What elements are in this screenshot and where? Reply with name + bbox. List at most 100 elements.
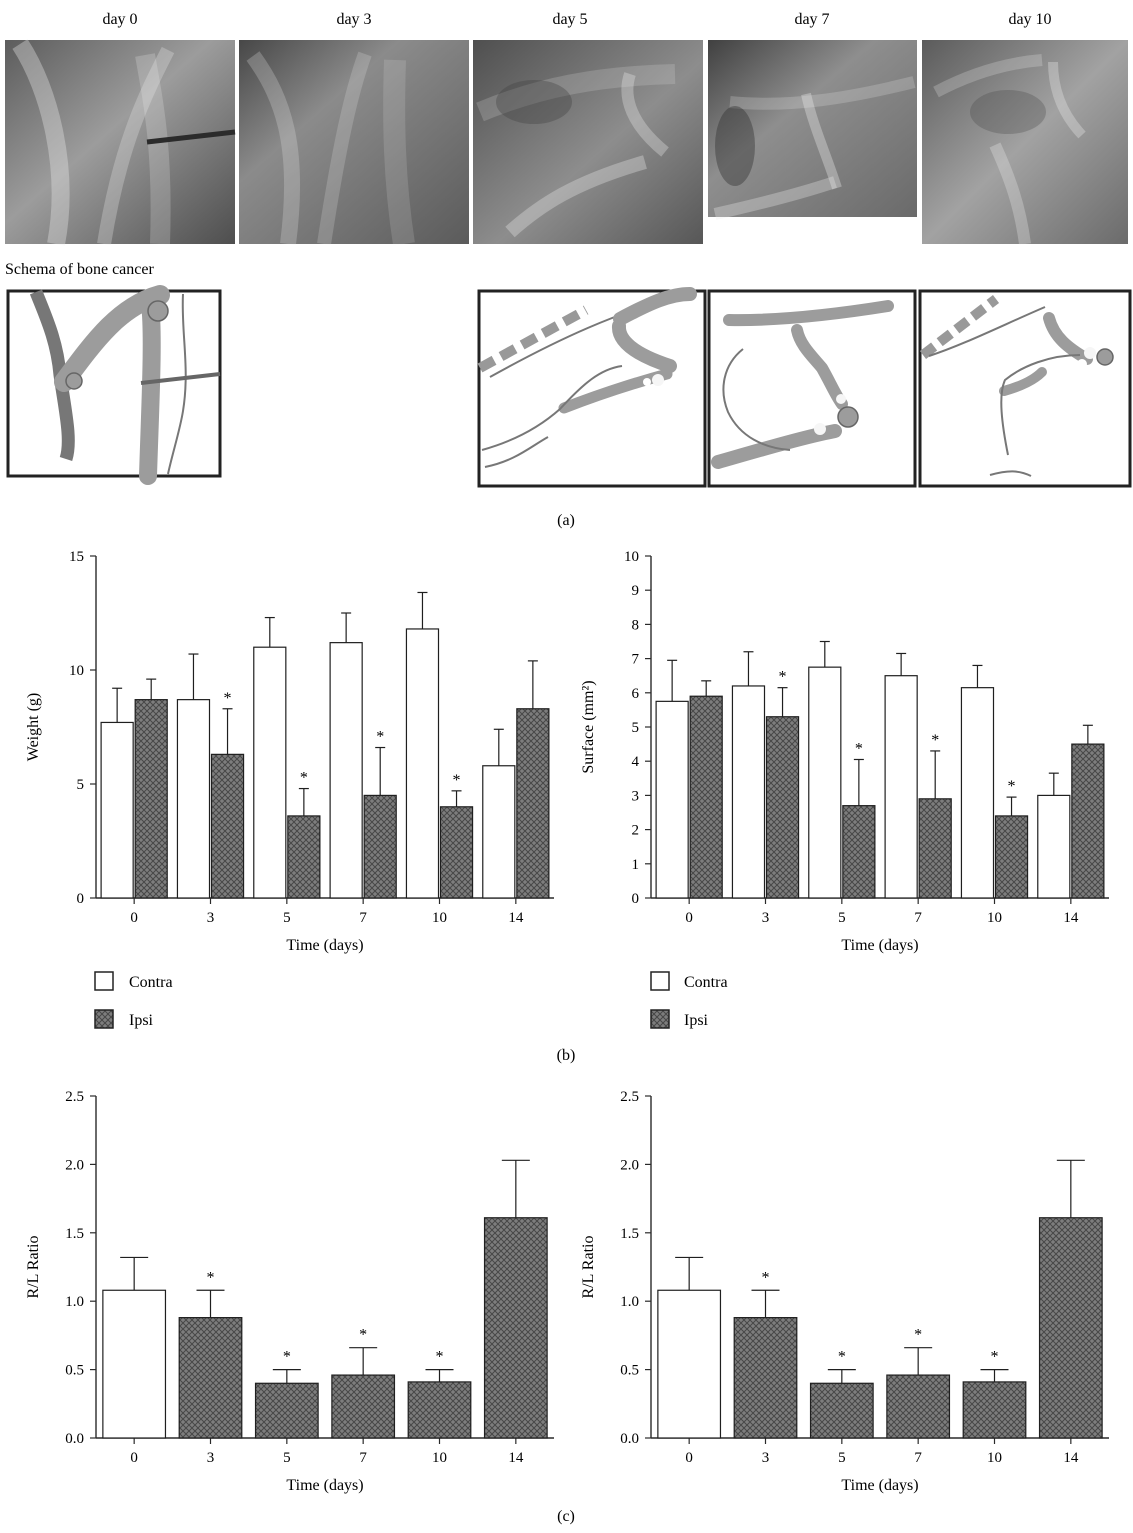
y-tick-label-3-4: 2.0 xyxy=(620,1157,639,1173)
ratio-significance-3-2: * xyxy=(838,1349,846,1366)
bar-0-0-4 xyxy=(405,628,440,899)
y-tick-label-2-2: 1.0 xyxy=(65,1294,84,1310)
ratio-bar-3-5 xyxy=(1038,1217,1103,1439)
ratio-bar-2-3 xyxy=(331,1374,396,1439)
x-tick-label-2-3: 7 xyxy=(359,1450,367,1466)
xray-image-day-7 xyxy=(708,40,917,220)
schema-drawing-day-0 xyxy=(6,285,222,485)
ratio-bar-3-0 xyxy=(657,1289,722,1439)
significance-1-1-1: * xyxy=(779,669,787,686)
bar-1-1-1 xyxy=(765,716,800,899)
y-tick-label-0-0: 0 xyxy=(77,891,85,907)
x-tick-label-2-1: 3 xyxy=(207,1450,215,1466)
surface-chart: 0 1 2 3 4 5 6 7 8 9 10 0 3 * 5 * 7 * 10 * 14 Time (days) Surfa… xyxy=(580,549,1109,954)
bar-1-0-4 xyxy=(960,687,995,899)
y-tick-label-0-2: 10 xyxy=(69,663,84,679)
bar-1-1-5 xyxy=(1071,743,1105,899)
bar-1-0-5 xyxy=(1037,794,1071,899)
x-tick-label-1-5: 14 xyxy=(1063,910,1079,926)
ratio-chart-left: 0.0 0.5 1.0 1.5 2.0 2.5 0 3 * 5 * 7 * 10 * 14 Time (days… xyxy=(25,1089,554,1494)
x-tick-label-1-0: 0 xyxy=(685,910,693,926)
x-tick-label-3-3: 7 xyxy=(914,1450,922,1466)
xray-image-day-0 xyxy=(5,39,236,246)
y-tick-label-2-3: 1.5 xyxy=(65,1226,84,1242)
ratio-bar-3-1 xyxy=(733,1317,798,1439)
y-axis-label-2: R/L Ratio xyxy=(25,1236,42,1299)
xray-image-day-10 xyxy=(922,40,1128,245)
ratio-bar-3-2 xyxy=(809,1382,874,1439)
panel-b-caption: (b) xyxy=(557,1047,576,1064)
x-tick-label-3-0: 0 xyxy=(685,1450,693,1466)
y-tick-label-3-5: 2.5 xyxy=(620,1089,639,1105)
bar-0-0-2 xyxy=(253,646,287,899)
bar-1-1-2 xyxy=(842,805,876,899)
day-label-5: day 5 xyxy=(552,11,587,28)
y-tick-label-1-9: 9 xyxy=(632,583,640,599)
x-axis-label-1: Time (days) xyxy=(841,937,918,954)
bar-0-1-4 xyxy=(439,806,474,899)
y-tick-label-2-4: 2.0 xyxy=(65,1157,84,1173)
legend-contra-label-right: Contra xyxy=(684,974,728,991)
day-label-3: day 3 xyxy=(336,11,371,28)
x-tick-label-3-5: 14 xyxy=(1063,1450,1079,1466)
day-label-10: day 10 xyxy=(1008,11,1051,28)
x-tick-label-0-4: 10 xyxy=(432,910,447,926)
legend-weight-chart: Contra Ipsi xyxy=(94,971,173,1029)
ratio-significance-3-1: * xyxy=(762,1269,770,1286)
ratio-significance-3-3: * xyxy=(914,1327,922,1344)
significance-0-1-4: * xyxy=(453,772,461,789)
day-label-0: day 0 xyxy=(102,11,137,28)
ratio-significance-2-4: * xyxy=(436,1349,444,1366)
bar-1-1-0 xyxy=(689,695,723,899)
ratio-significance-2-1: * xyxy=(207,1269,215,1286)
ratio-bar-2-4 xyxy=(407,1381,472,1439)
y-tick-label-1-6: 6 xyxy=(632,686,640,702)
legend-ipsi-label-right: Ipsi xyxy=(684,1012,709,1029)
bar-0-1-3 xyxy=(363,794,397,899)
legend-surface-chart: Contra Ipsi xyxy=(650,971,728,1029)
y-tick-label-2-1: 0.5 xyxy=(65,1363,84,1379)
x-tick-label-0-2: 5 xyxy=(283,910,291,926)
x-axis-label-3: Time (days) xyxy=(841,1477,918,1494)
ratio-bar-2-1 xyxy=(178,1317,243,1439)
ratio-bar-2-5 xyxy=(483,1217,548,1439)
bar-1-0-1 xyxy=(731,685,766,899)
significance-1-1-4: * xyxy=(1008,778,1016,795)
significance-1-1-3: * xyxy=(931,732,939,749)
significance-0-1-3: * xyxy=(376,729,384,746)
ratio-significance-2-2: * xyxy=(283,1349,291,1366)
x-tick-label-1-1: 3 xyxy=(762,910,770,926)
y-tick-label-1-4: 4 xyxy=(632,754,640,770)
xray-image-day-3 xyxy=(239,40,469,246)
bar-1-1-3 xyxy=(918,798,952,899)
ratio-significance-3-4: * xyxy=(991,1349,999,1366)
ratio-bar-3-4 xyxy=(962,1381,1027,1439)
panel-c-caption: (c) xyxy=(557,1508,575,1525)
schema-drawing-day-7 xyxy=(707,289,917,488)
bar-0-1-0 xyxy=(134,699,168,899)
x-tick-label-3-4: 10 xyxy=(987,1450,1002,1466)
legend-ipsi-swatch xyxy=(94,1009,114,1029)
y-tick-label-0-1: 5 xyxy=(77,777,85,793)
y-tick-label-1-2: 2 xyxy=(632,823,640,839)
x-tick-label-2-4: 10 xyxy=(432,1450,447,1466)
y-axis-label-3: R/L Ratio xyxy=(580,1236,597,1299)
legend-contra-swatch xyxy=(94,971,114,991)
bar-0-0-0 xyxy=(100,721,134,899)
x-tick-label-0-0: 0 xyxy=(130,910,138,926)
y-tick-label-0-3: 15 xyxy=(69,549,84,565)
day-label-7: day 7 xyxy=(794,11,829,28)
legend-ipsi-label: Ipsi xyxy=(129,1012,154,1029)
ratio-bar-2-2 xyxy=(254,1382,319,1439)
x-tick-label-2-0: 0 xyxy=(130,1450,138,1466)
bar-0-0-3 xyxy=(329,642,363,899)
y-tick-label-3-2: 1.0 xyxy=(620,1294,639,1310)
weight-chart: 0 5 10 15 0 3 * 5 * 7 * 10 * 14 Time (days) Weight (g) xyxy=(25,549,554,954)
ratio-bar-3-3 xyxy=(886,1374,951,1439)
x-tick-label-1-4: 10 xyxy=(987,910,1002,926)
schema-label: Schema of bone cancer xyxy=(5,261,154,278)
y-tick-label-1-3: 3 xyxy=(632,788,640,804)
x-tick-label-3-2: 5 xyxy=(838,1450,846,1466)
x-tick-label-0-3: 7 xyxy=(359,910,367,926)
ratio-significance-2-3: * xyxy=(359,1327,367,1344)
